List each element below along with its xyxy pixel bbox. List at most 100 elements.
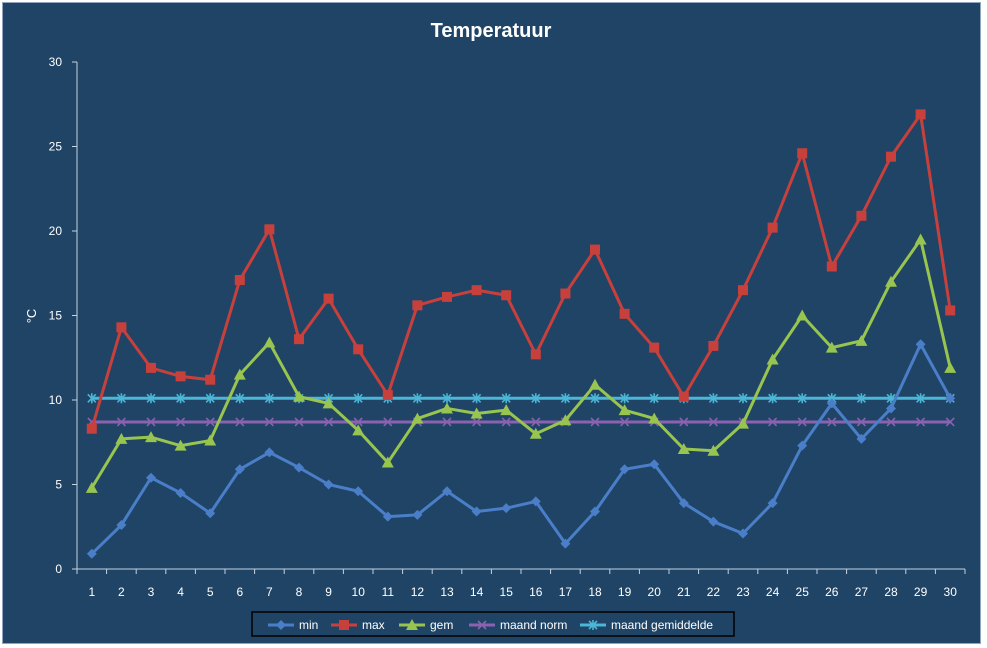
x-tick-label: 2 [118,585,125,599]
data-point-max [382,389,393,400]
data-point-max [738,285,748,296]
data-point-gem [145,431,157,443]
legend-label-maand-gemiddelde: maand gemiddelde [611,618,713,632]
data-point-min [264,447,275,458]
data-point-max [116,322,127,333]
legend-marker-min [276,620,286,630]
data-point-min [886,403,896,414]
x-tick-label: 27 [855,585,869,599]
data-point-min [560,538,571,549]
data-point-max [856,210,867,221]
data-point-max [234,275,245,286]
data-point-max [86,423,97,434]
legend-item-max: max [331,618,385,632]
data-point-gem [825,341,838,353]
data-point-max [619,308,630,319]
data-point-max [649,342,660,353]
x-tick-label: 5 [207,585,214,599]
y-tick-label: 5 [55,478,62,492]
data-point-maand-norm [176,417,186,427]
data-point-maand-gemiddelde [116,393,126,404]
data-point-min [590,506,600,517]
series-min [86,339,956,559]
data-point-max [353,344,364,355]
series-gem [85,233,957,493]
legend-item-maand-gemiddelde: maand gemiddelde [580,618,713,632]
x-tick-label: 25 [796,585,810,599]
data-point-gem [500,404,513,416]
x-tick-label: 22 [707,585,721,599]
data-point-gem [204,434,217,446]
data-point-maand-norm [916,417,926,427]
x-tick-label: 15 [500,585,514,599]
data-point-min [678,498,689,509]
data-point-min [915,339,926,350]
data-point-gem [677,443,690,455]
data-point-gem [322,397,335,409]
data-point-min [797,440,808,451]
data-point-maand-norm [945,417,955,427]
data-point-max [590,244,600,255]
data-point-min [294,462,304,473]
data-point-gem [766,353,779,365]
legend-label-maand-norm: maand norm [500,618,567,632]
data-point-maand-norm [768,417,778,427]
data-point-maand-norm [797,417,807,427]
series-line-gem [90,237,952,489]
x-tick-label: 7 [266,585,273,599]
data-point-min [146,472,156,483]
data-point-min [234,464,245,475]
data-point-max [945,305,956,316]
data-point-gem [914,233,927,245]
data-point-max [146,362,156,373]
x-tick-label: 1 [88,585,95,599]
legend: min max gem maand norm maand gemiddelde [251,611,735,637]
data-point-gem [441,402,453,414]
data-point-maand-norm [235,417,245,427]
data-point-min [767,498,778,509]
x-tick-label: 19 [618,585,632,599]
data-point-maand-gemiddelde [264,393,274,404]
data-point-maand-norm [294,417,304,427]
x-tick-label: 4 [177,585,184,599]
data-point-maand-norm [205,417,215,427]
data-point-maand-norm [353,417,363,427]
y-tick-label: 30 [49,55,63,69]
data-point-maand-gemiddelde [768,393,778,404]
data-point-max [560,288,571,299]
series-line-min [90,342,952,555]
data-point-maand-gemiddelde [916,393,926,404]
data-point-max [708,340,719,351]
series-layer [85,109,957,559]
data-point-min [175,487,186,498]
legend-marker-maand-norm [477,620,487,630]
legend-marker-gem [406,619,418,630]
x-tick-label: 18 [588,585,602,599]
data-point-gem [411,412,424,424]
data-point-gem [381,456,394,468]
data-point-max [175,371,186,382]
x-tick-label: 14 [470,585,484,599]
y-axis-label: °C [24,309,39,324]
data-point-max [323,293,334,304]
data-point-gem [737,417,749,429]
x-tick-label: 26 [825,585,839,599]
legend-marker-max [339,620,349,630]
data-point-maand-gemiddelde [501,393,511,404]
data-point-max [915,109,926,120]
y-tick-label: 15 [49,309,63,323]
data-point-max [501,290,512,301]
data-point-min [945,393,956,404]
data-point-maand-gemiddelde [205,393,215,404]
data-point-maand-gemiddelde [176,393,186,404]
data-point-gem [944,361,957,373]
data-point-max [767,222,778,233]
data-point-gem [648,412,661,424]
data-point-gem [796,309,809,321]
data-point-max [205,374,216,385]
data-point-maand-gemiddelde [87,393,97,404]
series-maand-gemiddelde [87,393,955,404]
data-point-min [856,433,867,444]
